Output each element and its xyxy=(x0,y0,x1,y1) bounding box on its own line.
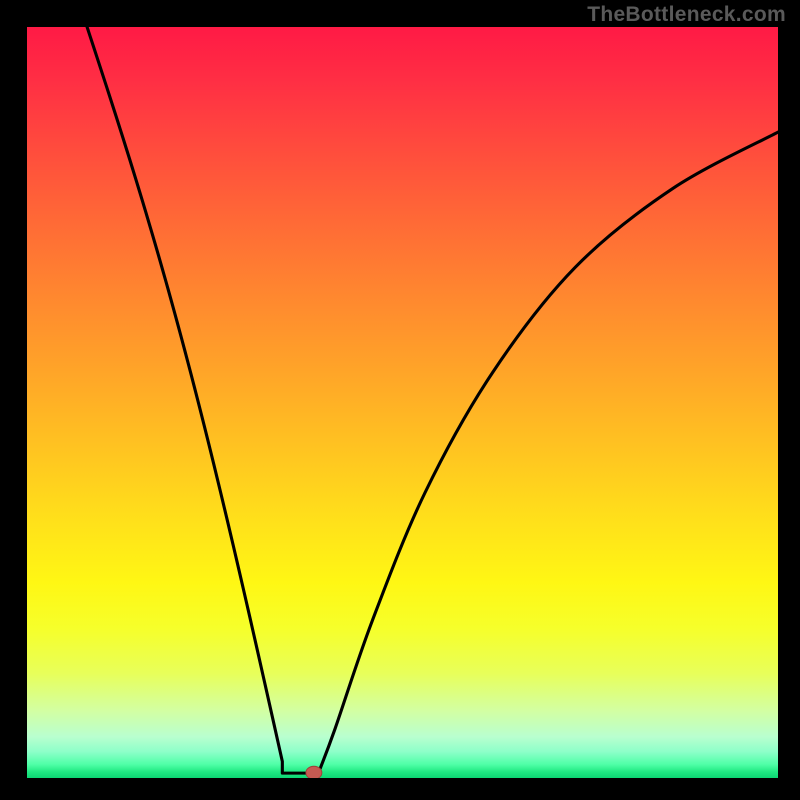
bottleneck-curve xyxy=(87,27,778,773)
optimal-point-marker xyxy=(306,766,322,778)
chart-overlay-svg xyxy=(27,27,778,778)
chart-frame: TheBottleneck.com xyxy=(0,0,800,800)
watermark-text: TheBottleneck.com xyxy=(587,3,786,27)
plot-area xyxy=(27,27,778,778)
